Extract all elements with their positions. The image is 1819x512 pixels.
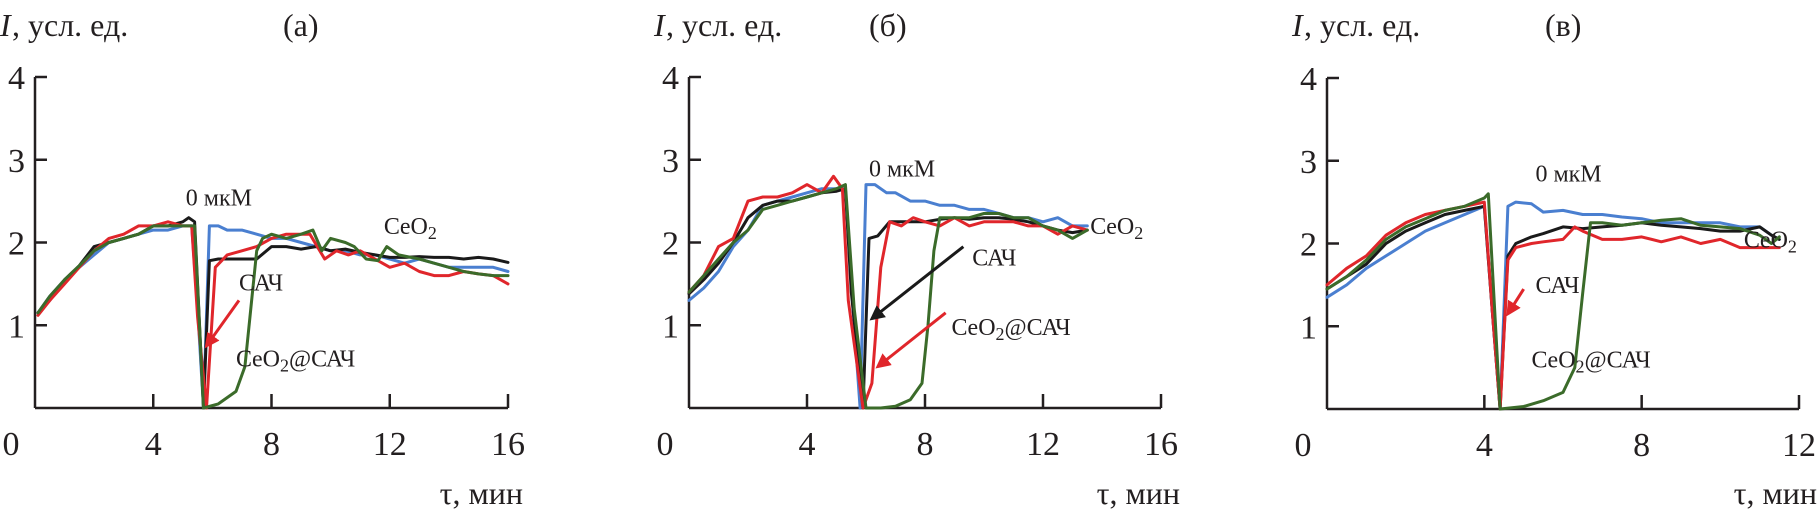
y-tick-label: 2 — [662, 226, 679, 263]
series-сач — [1325, 200, 1781, 411]
x-tick-label: 12 — [1026, 426, 1060, 463]
panel-label: (в) — [1545, 7, 1581, 43]
x-tick-label: 4 — [145, 426, 162, 463]
x-axis-title: τ, мин — [440, 475, 523, 511]
annotation-label: CeO2@САЧ — [1532, 348, 1651, 377]
x-tick-label: 8 — [1633, 427, 1650, 464]
x-tick-label: 16 — [491, 426, 525, 463]
x-tick-label: 4 — [1476, 427, 1493, 464]
x-tick-label: 4 — [799, 426, 816, 463]
y-tick-label: 4 — [662, 60, 679, 97]
x-axis-title: τ, мин — [1734, 475, 1817, 511]
y-tick-label: 1 — [1300, 309, 1317, 346]
series-ceo2-сач — [687, 183, 1089, 410]
series-0-мкм — [36, 224, 510, 410]
y-axis-title: , усл. ед. — [1304, 7, 1420, 43]
series-ceo2 — [687, 187, 1089, 410]
x-tick-label: 12 — [373, 426, 407, 463]
y-tick-label: 4 — [8, 60, 25, 97]
y-axis-title-italic: I — [1291, 7, 1304, 43]
y-axis-title: , усл. ед. — [12, 7, 128, 43]
x-tick-label: 0 — [657, 426, 674, 463]
annotation-label: CeO2 — [1090, 214, 1143, 243]
annotation-label: CeO2@САЧ — [236, 347, 355, 376]
x-tick-label: 8 — [917, 426, 934, 463]
annotation-label: САЧ — [1535, 273, 1579, 299]
y-tick-label: 3 — [662, 143, 679, 180]
y-tick-label: 3 — [8, 143, 25, 180]
series-сач — [36, 220, 510, 410]
y-tick-label: 3 — [1300, 144, 1317, 181]
panel-label: (а) — [283, 7, 319, 43]
annotation-arrow — [1506, 288, 1525, 317]
y-tick-label: 2 — [1300, 227, 1317, 264]
y-tick-label: 4 — [1300, 61, 1317, 98]
x-tick-label: 12 — [1782, 427, 1816, 464]
series-ceo2 — [36, 216, 510, 410]
annotation-arrow — [204, 299, 241, 349]
x-tick-label: 0 — [3, 426, 20, 463]
y-axis-title-italic: I — [653, 7, 666, 43]
panel-label: (б) — [869, 7, 907, 43]
x-tick-label: 8 — [263, 426, 280, 463]
annotation-label: CeO2 — [384, 214, 437, 243]
y-tick-label: 1 — [8, 308, 25, 345]
annotation-label: САЧ — [239, 270, 283, 296]
annotation-label: CeO2 — [1744, 228, 1797, 257]
y-tick-label: 2 — [8, 226, 25, 263]
annotation-label: 0 мкМ — [1535, 161, 1601, 187]
series-сач — [687, 174, 1089, 410]
series-0-мкм — [1325, 200, 1781, 411]
x-axis-title: τ, мин — [1097, 475, 1180, 511]
series-ceo2 — [1325, 204, 1781, 411]
annotation-arrow — [875, 311, 947, 369]
annotation-label: САЧ — [972, 246, 1016, 272]
annotation-label: 0 мкМ — [186, 185, 252, 211]
series-ceo2-сач — [36, 224, 510, 410]
series-ceo2-сач — [1325, 192, 1781, 411]
annotation-label: 0 мкМ — [869, 156, 935, 182]
annotation-arrow — [869, 245, 965, 321]
x-tick-label: 0 — [1295, 427, 1312, 464]
x-tick-label: 16 — [1144, 426, 1178, 463]
annotation-label: CeO2@САЧ — [952, 315, 1071, 344]
y-axis-title: , усл. ед. — [666, 7, 782, 43]
y-tick-label: 1 — [662, 308, 679, 345]
y-axis-title-italic: I — [0, 7, 12, 43]
